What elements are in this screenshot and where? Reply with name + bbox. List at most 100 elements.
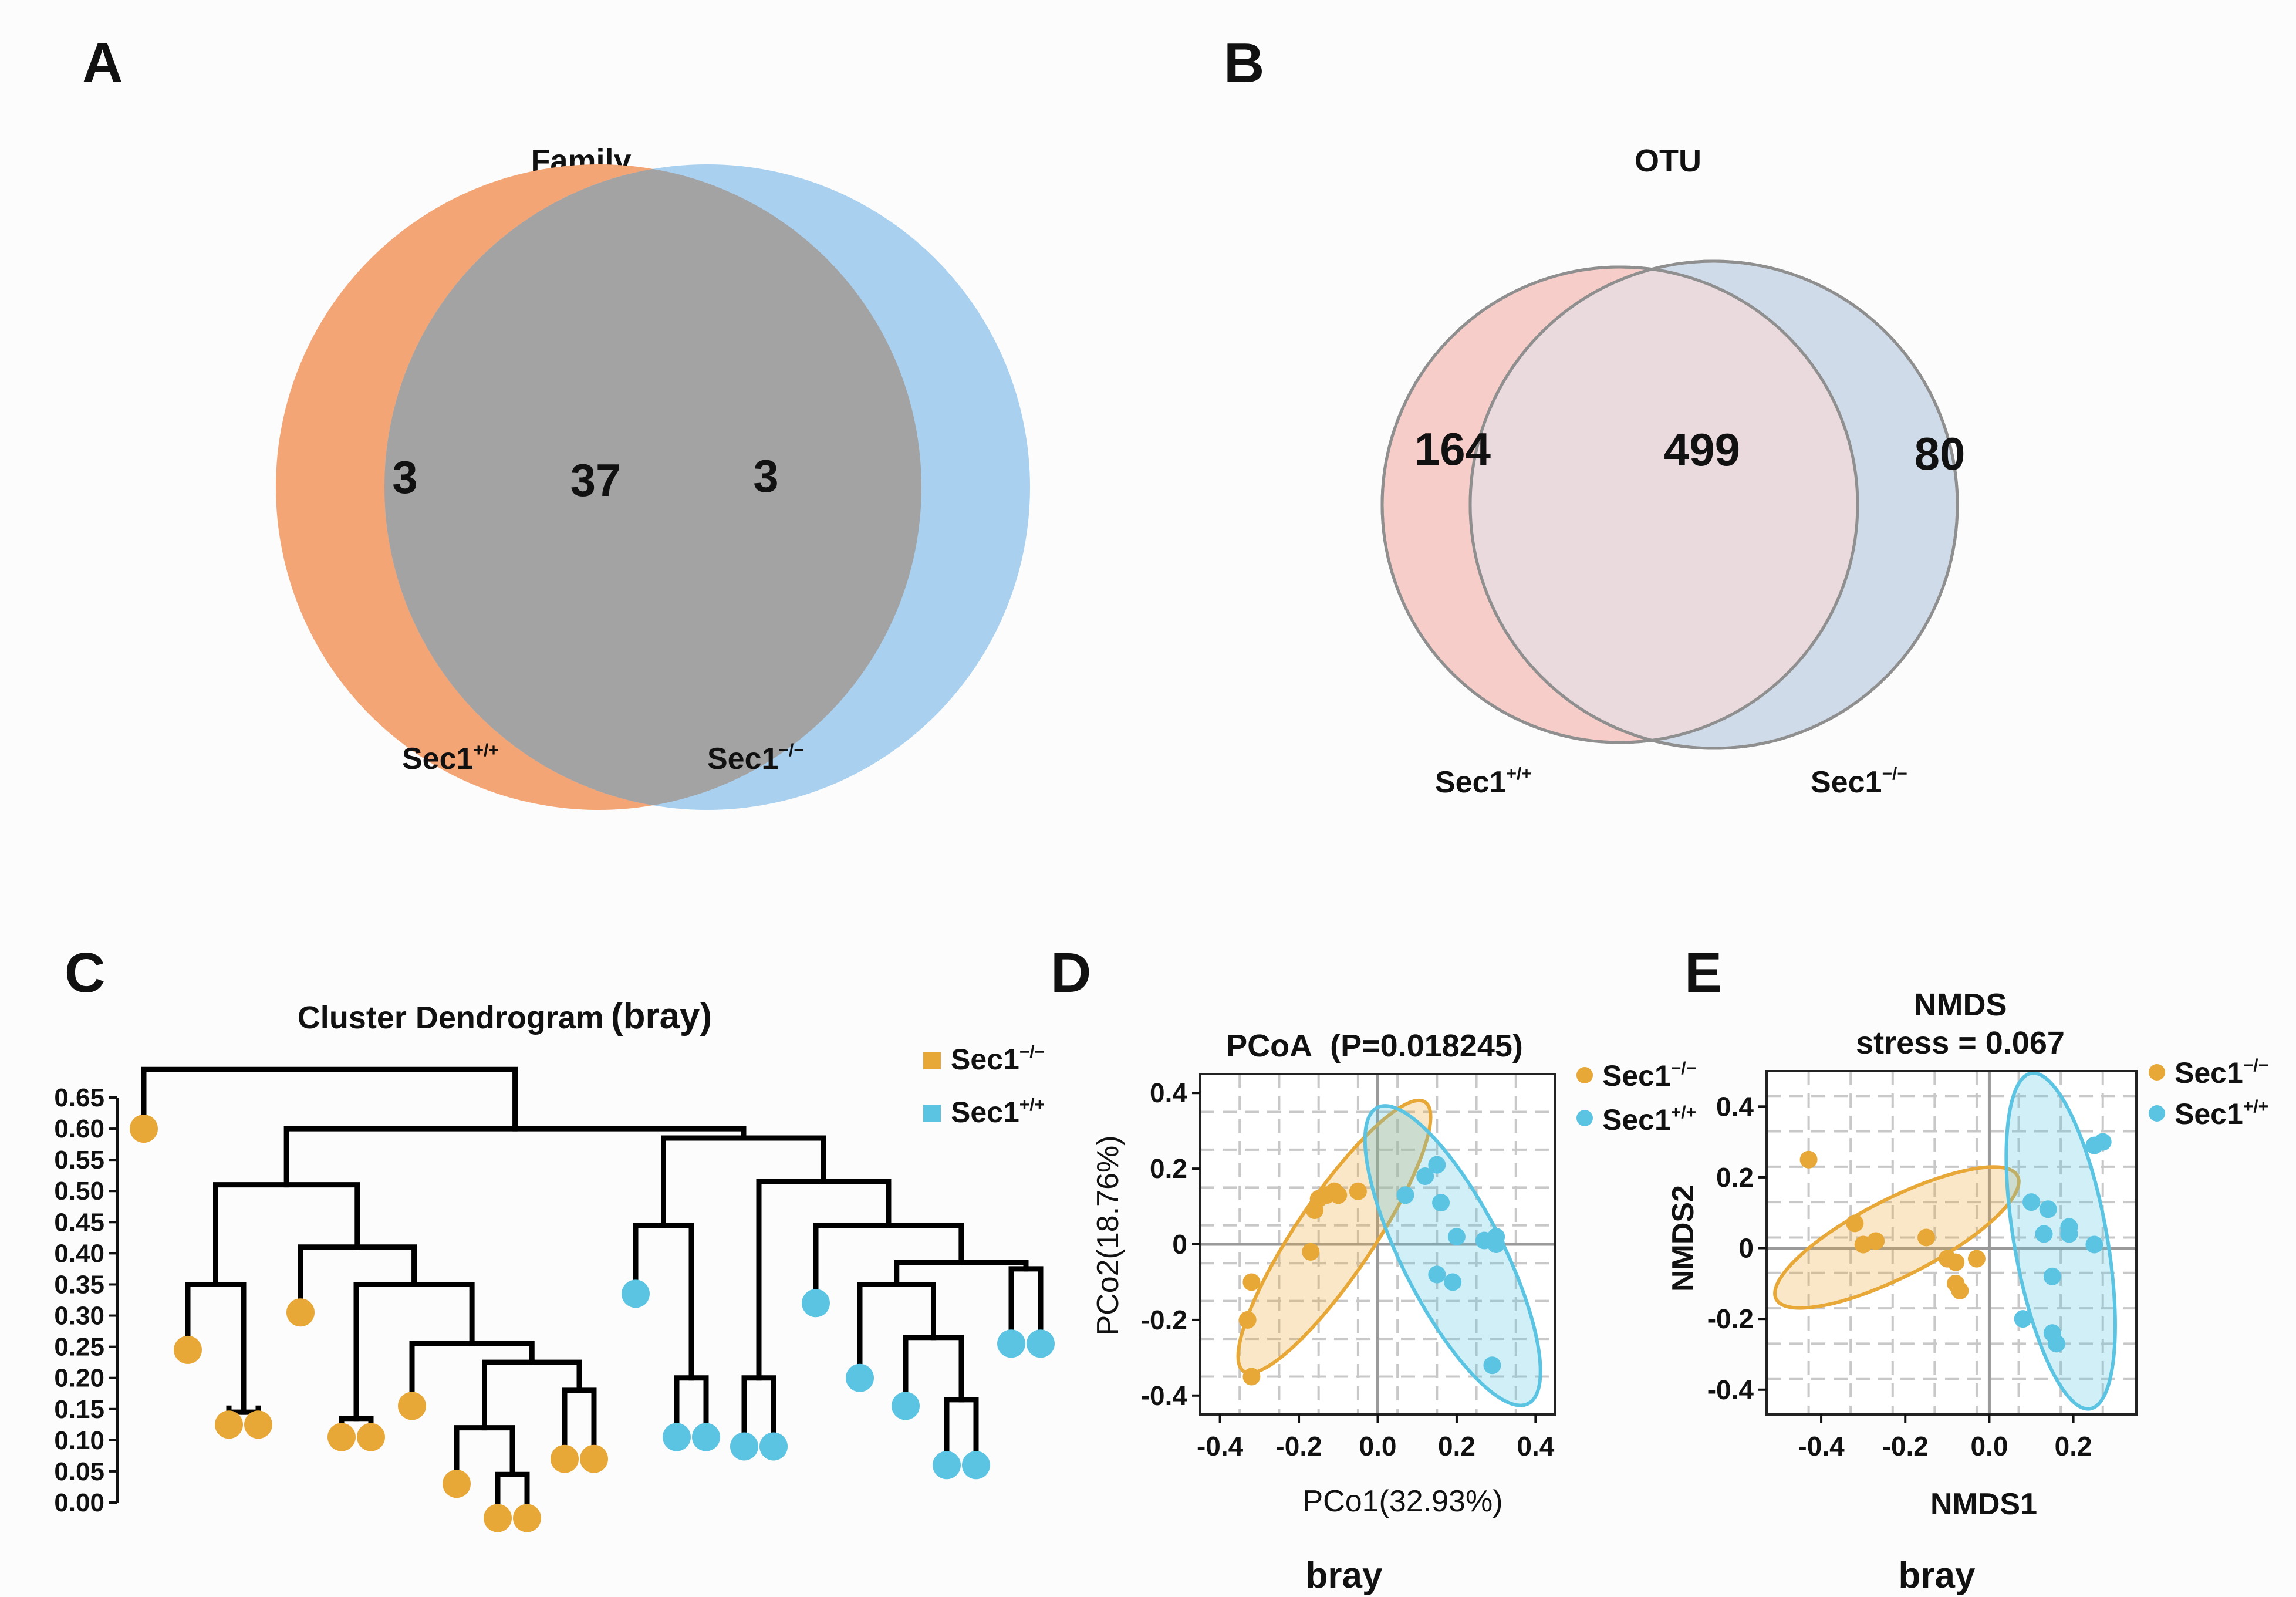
nmds-method-label: bray (1899, 1555, 1976, 1596)
nmds-x-tick-label: 0.2 (2055, 1431, 2092, 1461)
dendrogram-branch (741, 1375, 776, 1433)
dendrogram-branch (674, 1375, 709, 1424)
nmds-y-tick-label: 0.2 (1716, 1162, 1754, 1193)
dendrogram-title: Cluster Dendrogram (bray) (298, 996, 712, 1036)
dendrogram-leaf-knockout (398, 1392, 426, 1420)
nmds-point-knockout (1799, 1150, 1818, 1169)
nmds-ellipse-knockout (1773, 1165, 2021, 1310)
panel-label-c: C (65, 941, 105, 1004)
pcoa-y-tick-label: 0 (1172, 1229, 1187, 1260)
nmds-x-tick-label: -0.4 (1798, 1431, 1845, 1461)
dendrogram-leaf-wildtype (692, 1423, 720, 1451)
dendrogram-leaf-knockout (130, 1115, 158, 1143)
pcoa-x-tick-label: 0.2 (1438, 1431, 1475, 1461)
dendrogram-leaf-wildtype (663, 1423, 691, 1451)
pcoa-point-knockout (1242, 1368, 1261, 1386)
pcoa-point-wildtype (1432, 1194, 1450, 1212)
dendrogram-branch (813, 1223, 964, 1289)
pcoa-legend: Sec1−/− Sec1+/+ (1576, 1059, 1696, 1136)
legend-label-knockout: Sec1−/− (951, 1042, 1045, 1076)
dendrogram-branch (944, 1397, 979, 1451)
nmds-point-wildtype (2043, 1267, 2061, 1285)
venn-a-label-wildtype: Sec1+/+ (402, 741, 499, 776)
pcoa-point-knockout (1329, 1186, 1348, 1204)
dendrogram-leaf-wildtype (1027, 1329, 1055, 1358)
venn-b-outline-right (1468, 259, 1959, 750)
pcoa-y-tick-label: 0.2 (1150, 1153, 1187, 1184)
dendrogram-branch (495, 1471, 530, 1505)
dendrogram-leaf-wildtype (730, 1432, 758, 1461)
dendrogram-leaf-wildtype (759, 1432, 788, 1461)
nmds-point-wildtype (2060, 1225, 2078, 1243)
nmds-y-tick-label: 0 (1738, 1233, 1754, 1264)
nmds-point-wildtype (2094, 1133, 2112, 1151)
dendrogram-y-axis: 0.65 0.60 0.55 0.500.450.400.35 0.300.250.20… (54, 1083, 119, 1517)
nmds-point-wildtype (2014, 1310, 2032, 1328)
venn-a-intersection: 37 (570, 454, 622, 506)
dendrogram-y-tick-label: 0.65 (54, 1083, 104, 1112)
pcoa-method-label: bray (1306, 1555, 1383, 1596)
dendrogram-leaf-wildtype (802, 1289, 830, 1318)
nmds-y-tick-label: 0.4 (1716, 1091, 1754, 1122)
dendrogram-y-tick-label: 0.60 (54, 1115, 104, 1143)
pcoa-x-tick-label: 0.0 (1359, 1431, 1397, 1461)
pcoa-point-wildtype (1444, 1273, 1462, 1291)
dendrogram-leaves (130, 1115, 1055, 1532)
nmds-plot: -0.4 -0.2 0.0 0.2 0.4 0.2 0 -0.2 -0.4 (1707, 1070, 2138, 1461)
pcoa-point-wildtype (1416, 1167, 1434, 1185)
dendrogram-leaf-knockout (286, 1298, 315, 1327)
panel-label-d: D (1051, 941, 1091, 1004)
dendrogram-branch (756, 1179, 892, 1381)
dendrogram-leaf-wildtype (933, 1451, 961, 1480)
dendrogram-leaf-knockout (580, 1444, 608, 1473)
nmds-x-label: NMDS1 (1930, 1487, 2037, 1521)
pcoa-point-knockout (1242, 1273, 1261, 1291)
venn-a-only-left: 3 (392, 451, 417, 503)
legend-label-wildtype: Sec1+/+ (1602, 1103, 1696, 1136)
dendrogram-y-tick-label: 0.45 (54, 1208, 104, 1237)
legend-swatch-knockout (923, 1052, 941, 1069)
nmds-x-tick-label: 0.0 (1970, 1431, 2008, 1461)
nmds-point-knockout (1846, 1214, 1864, 1233)
dendrogram-leaf-knockout (551, 1444, 579, 1473)
nmds-plot-frame (1765, 1070, 2138, 1416)
pcoa-plot: -0.4 -0.2 0.0 0.2 0.4 0.4 0.2 0 -0.2 -0.4 (1141, 1073, 1556, 1461)
pcoa-point-wildtype (1487, 1235, 1505, 1253)
dendrogram-branch (1008, 1266, 1044, 1330)
pcoa-x-label: PCo1(32.93%) (1302, 1484, 1502, 1518)
dendrogram-y-tick-label: 0.05 (54, 1457, 104, 1486)
dendrogram-leaf-knockout (357, 1423, 385, 1451)
dendrogram-leaf-wildtype (892, 1392, 920, 1420)
dendrogram-leaf-knockout (484, 1504, 512, 1532)
dendrogram-branch (213, 1182, 360, 1287)
pcoa-x-tick-label: 0.4 (1517, 1431, 1554, 1461)
nmds-point-knockout (1947, 1253, 1965, 1271)
dendrogram-leaf-knockout (244, 1410, 272, 1439)
venn-a-overlap (384, 168, 921, 806)
dendrogram-branch (903, 1335, 964, 1403)
pcoa-point-knockout (1302, 1243, 1320, 1261)
dendrogram-y-tick-label: 0.50 (54, 1177, 104, 1206)
pcoa-y-label: PCo2(18.76%) (1091, 1135, 1125, 1335)
dendrogram-leaf-knockout (443, 1470, 471, 1498)
dendrogram-y-tick-label: 0.20 (54, 1364, 104, 1393)
legend-dot-knockout (2149, 1064, 2165, 1081)
dendrogram-legend: Sec1−/− Sec1+/+ (923, 1042, 1045, 1129)
dendrogram-branch (562, 1387, 597, 1446)
nmds-point-knockout (1951, 1281, 1969, 1299)
venn-b-only-left: 164 (1414, 423, 1491, 475)
nmds-title: NMDS (1914, 987, 2007, 1022)
nmds-point-wildtype (2039, 1200, 2057, 1218)
dendrogram-leaf-wildtype (997, 1329, 1025, 1358)
legend-label-knockout: Sec1−/− (2175, 1056, 2268, 1089)
nmds-plot-area (1767, 1071, 2136, 1414)
nmds-x-tick-label: -0.2 (1882, 1431, 1929, 1461)
legend-label-wildtype: Sec1+/+ (951, 1095, 1045, 1129)
legend-swatch-wildtype (923, 1105, 941, 1122)
pcoa-point-wildtype (1396, 1186, 1414, 1204)
panel-label-b: B (1224, 32, 1264, 94)
venn-b-label-wildtype: Sec1+/+ (1435, 764, 1532, 799)
dendrogram-leaf-knockout (174, 1335, 202, 1364)
dendrogram-leaf-wildtype (622, 1279, 650, 1308)
